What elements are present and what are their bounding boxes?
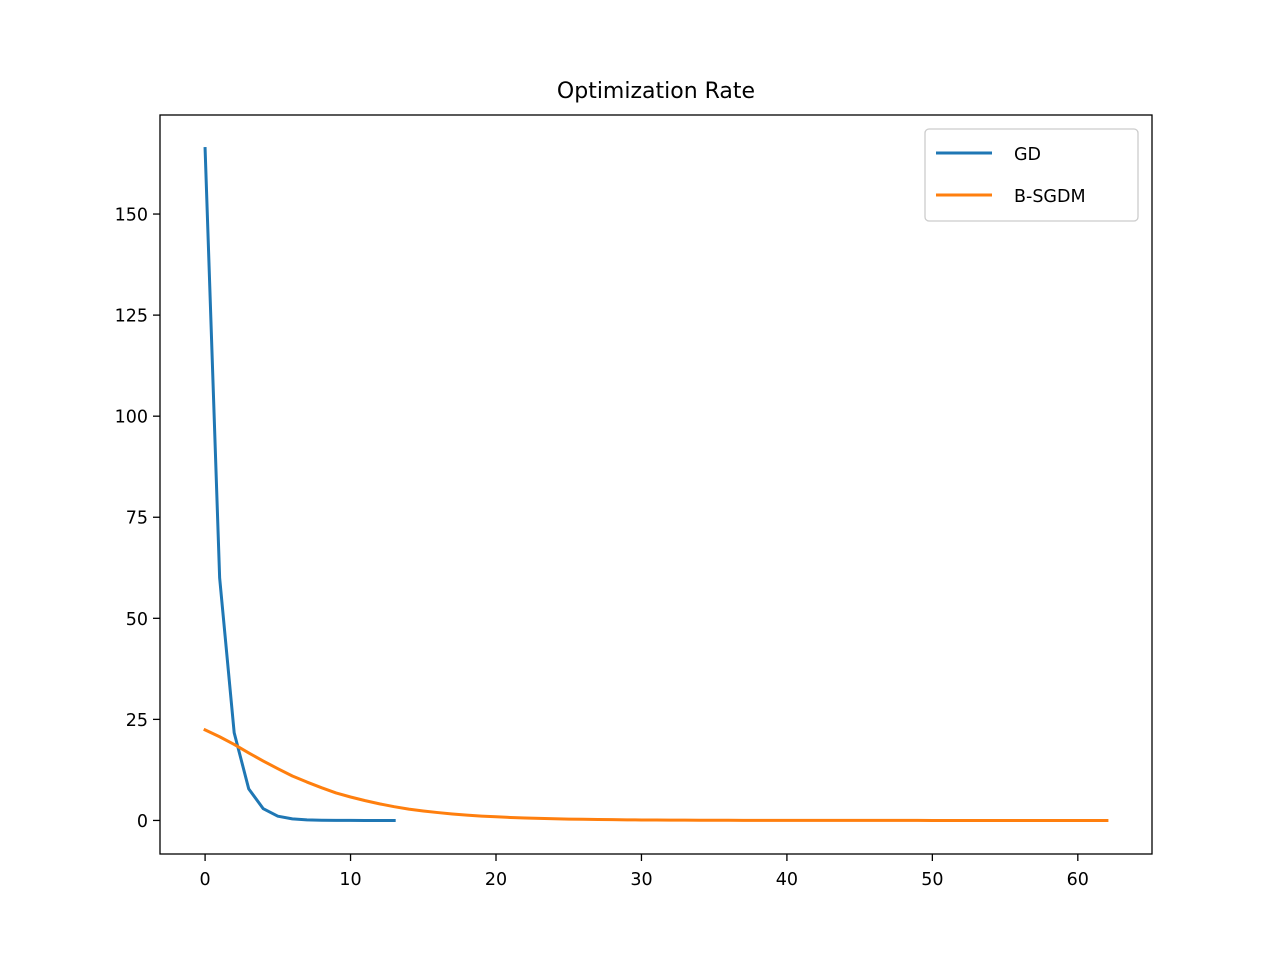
plot-area [160, 115, 1152, 854]
x-tick-label: 20 [485, 870, 507, 890]
series-layer [203, 147, 1109, 822]
x-tick-label: 40 [776, 870, 798, 890]
legend-label-gd: GD [1014, 145, 1041, 165]
legend-label-b-sgdm: B-SGDM [1014, 187, 1086, 207]
legend: GD B-SGDM [924, 128, 1139, 222]
plot-frame [159, 114, 1153, 855]
series-line-b-sgdm [203, 727, 1109, 822]
x-tick-label: 10 [339, 870, 361, 890]
x-tick-label: 0 [200, 870, 211, 890]
y-tick-label: 125 [115, 307, 148, 327]
y-tick-label: 75 [126, 509, 148, 529]
legend-box [924, 128, 1139, 222]
axes-layer: 0 10 20 30 40 50 60 0 25 50 75 100 125 150 [115, 206, 1089, 890]
x-tick-label: 60 [1067, 870, 1089, 890]
y-tick-label: 50 [126, 610, 148, 630]
x-tick-label: 50 [921, 870, 943, 890]
series-line-gd [203, 147, 396, 822]
y-tick-label: 25 [126, 711, 148, 731]
y-tick-label: 150 [115, 206, 148, 226]
y-tick-label: 100 [115, 408, 148, 428]
y-tick-label: 0 [137, 812, 148, 832]
chart-title: Optimization Rate [557, 79, 755, 104]
x-tick-label: 30 [630, 870, 652, 890]
